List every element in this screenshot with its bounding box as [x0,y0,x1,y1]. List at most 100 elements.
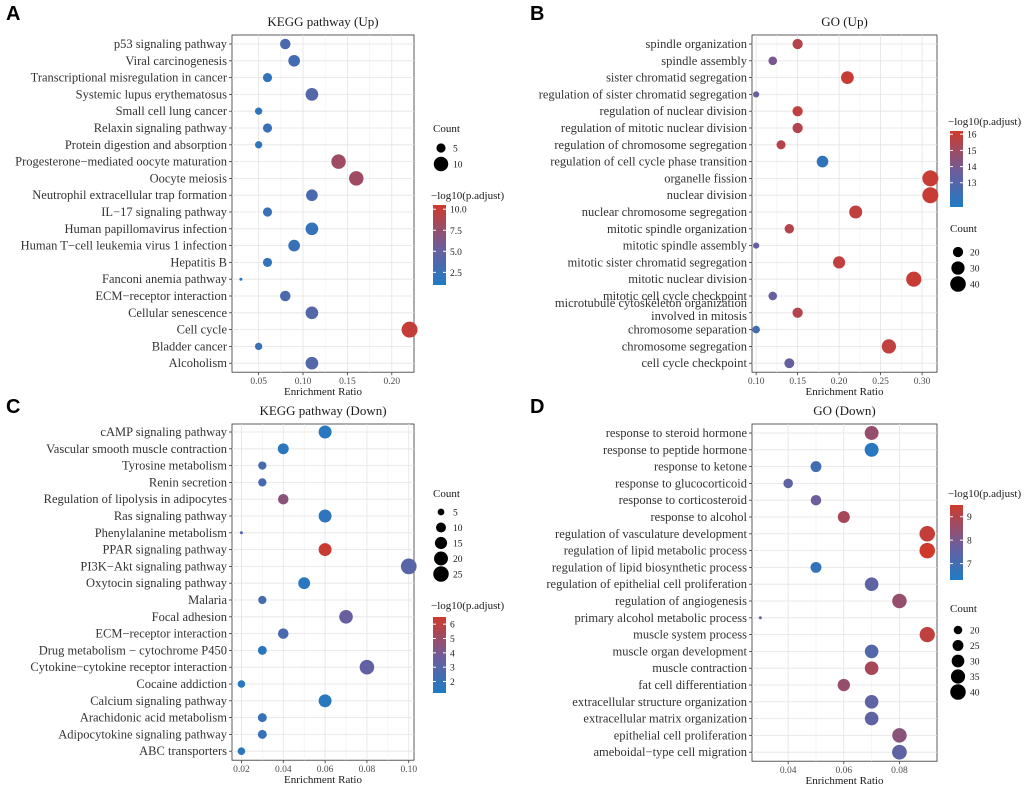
y-term-label: spindle organization [646,37,748,51]
x-tick-label: 0.06 [835,766,852,776]
data-point [239,531,243,535]
size-legend-dot [950,669,966,684]
color-bar [433,205,446,285]
color-bar-label: 15 [967,147,977,157]
y-term-label: Arachidonic acid metabolism [80,711,227,725]
y-term-label: Human T−cell leukemia virus 1 infection [21,239,228,253]
y-term-label: regulation of nuclear division [599,104,747,118]
y-term-label: mitotic spindle assembly [623,239,748,253]
data-point [254,107,263,115]
panel-d: D GO (Down) 0.04 0.06 0.08 Enrichment Ratio re… [530,396,1021,785]
panel-letter: B [530,3,544,25]
data-point [864,711,879,726]
data-point [784,224,795,234]
color-legend: −log10(p.adjust) 13 14 15 16 [948,116,1021,207]
y-term-label: Progesterone−mediated oocyte maturation [15,155,228,169]
data-point [864,661,879,676]
plot-frame [751,34,938,373]
y-term-label: extracellular matrix organization [583,712,747,726]
y-term-label: Vascular smooth muscle contraction [46,442,228,456]
data-point [318,425,332,439]
y-term-label: epithelial cell proliferation [614,728,748,742]
y-term-label: p53 signaling pathway [114,37,228,51]
y-term-label: mitotic cell cycle checkpoint [603,289,748,303]
data-point [262,257,273,267]
size-legend: Count 5 10 15 20 25 [433,488,463,582]
y-term-label: response to peptide hormone [603,443,748,457]
data-point [288,239,300,252]
color-bar-label: 6 [450,621,455,631]
data-point [258,595,267,605]
data-point [257,645,267,655]
data-point [892,744,907,760]
color-bar [433,617,446,693]
y-term-label: regulation of lipid biosynthetic process [552,560,747,574]
panel-a: A KEGG pathway (Up) 0.05 0.10 0.15 0.20 Enrich… [6,3,504,398]
data-point [262,207,273,217]
y-term-label: Cellular senescence [128,306,227,320]
y-term-label: Relaxin signaling pathway [94,121,228,135]
y-term-label: Human papillomavirus infection [65,222,228,236]
size-legend-dot [433,566,449,582]
x-axis-label: Enrichment Ratio [284,386,362,398]
y-term-label: sister chromatid segregation [606,71,748,85]
data-point [278,628,289,639]
y-term-label: regulation of cell cycle phase transitio… [550,155,748,169]
y-term-label: Bladder cancer [152,339,228,353]
y-term-label: fat cell differentiation [638,678,747,692]
y-term-label-line: microtubule cytoskeleton organization [555,296,748,310]
y-term-label: regulation of chromosome segregation [554,138,747,152]
x-tick-label: 0.20 [383,377,400,387]
data-point [864,442,879,457]
x-tick-label: 0.04 [780,766,797,776]
size-legend-title: Count [433,123,460,135]
data-point [298,577,311,590]
y-term-label: response to steroid hormone [606,426,748,440]
data-point [305,222,319,236]
data-point [339,609,353,624]
size-legend-dot [433,156,449,172]
data-point [776,140,786,150]
y-term-label: Cocaine addiction [136,677,227,691]
size-legend-label: 40 [970,689,980,699]
data-point [257,729,267,739]
panel-title: GO (Up) [821,14,868,29]
y-term-label: Oxytocin signaling pathway [86,576,228,590]
data-point [305,356,319,370]
data-point [783,478,793,489]
data-point [816,155,829,168]
data-point [892,728,907,743]
y-term-label: IL−17 signaling pathway [101,205,228,219]
data-point [280,290,291,302]
data-point [349,171,364,186]
y-term-label: Drug metabolism − cytochrome P450 [39,643,227,657]
size-legend: Count 20 30 40 [950,223,980,292]
data-point [305,306,319,320]
y-term-label: cAMP signaling pathway [100,425,227,439]
size-legend-dot [437,508,445,516]
x-tick-label: 0.02 [233,765,250,775]
panel-title: KEGG pathway (Up) [267,14,378,29]
y-term-label: Phenylalanine metabolism [95,526,228,540]
data-point [758,616,762,620]
y-term-label: Adipocytokine signaling pathway [58,727,227,741]
color-bar-label: 10.0 [450,206,467,216]
x-tick-label: 0.10 [400,765,417,775]
color-bar-label: 14 [967,163,977,173]
data-point [792,38,803,50]
data-point [262,73,273,83]
data-point [841,71,854,84]
size-legend-label: 15 [453,540,463,550]
x-tick-label: 0.30 [914,377,931,387]
data-point [305,88,319,101]
size-legend-dot [436,143,446,153]
size-legend-dot [953,625,963,635]
size-legend-title: Count [950,223,977,235]
color-bar-label: 7 [967,560,972,570]
data-point [258,461,267,470]
y-term-label: regulation of lipid metabolic process [564,544,747,558]
y-term-label: Regulation of lipolysis in adipocytes [44,492,227,506]
data-point [864,644,879,659]
data-point [318,694,332,708]
plot-frame [751,423,938,762]
